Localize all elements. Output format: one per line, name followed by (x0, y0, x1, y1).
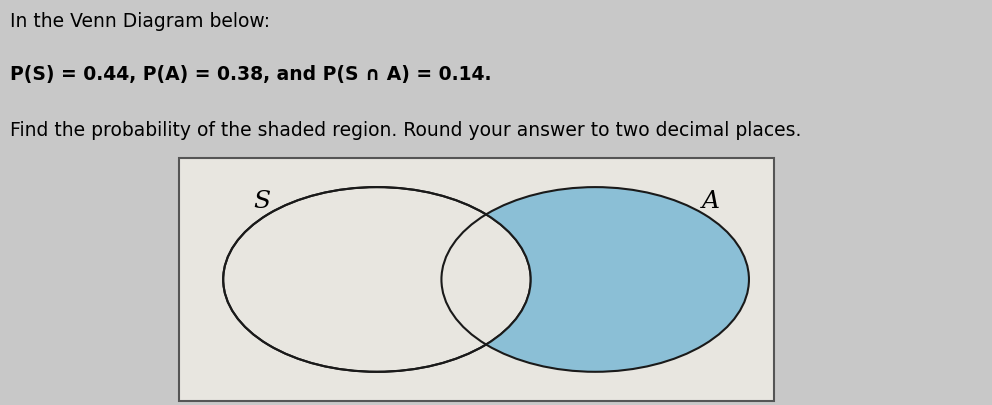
Text: S: S (253, 190, 270, 213)
Polygon shape (486, 187, 749, 372)
Bar (179, 158, 774, 401)
Text: Find the probability of the shaded region. Round your answer to two decimal plac: Find the probability of the shaded regio… (10, 122, 802, 141)
Text: In the Venn Diagram below:: In the Venn Diagram below: (10, 12, 270, 31)
Text: A: A (701, 190, 719, 213)
Ellipse shape (441, 187, 749, 372)
Ellipse shape (223, 187, 531, 372)
Text: P(S) = 0.44, P(A) = 0.38, and P(S ∩ A) = 0.14.: P(S) = 0.44, P(A) = 0.38, and P(S ∩ A) =… (10, 65, 491, 84)
